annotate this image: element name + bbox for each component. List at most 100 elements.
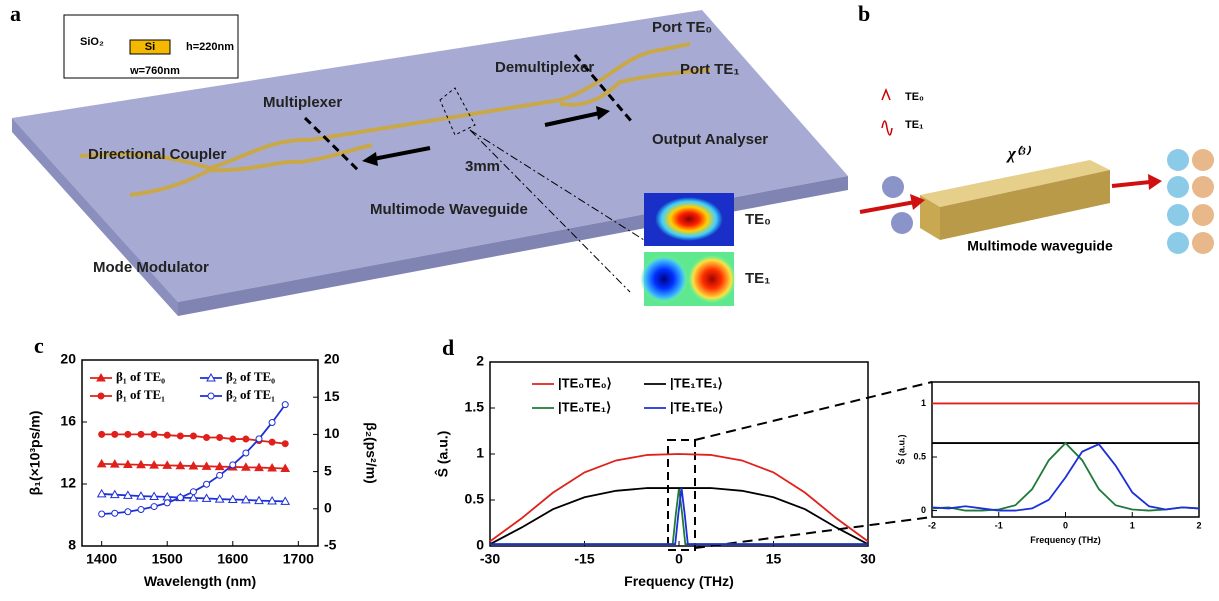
legend-label: |TE₁TE₁⟩: [670, 375, 723, 390]
panel-label: d: [442, 335, 454, 360]
x-tick-label: 1: [1130, 520, 1135, 530]
marker: [112, 510, 118, 516]
y-tick-label: 20: [60, 351, 76, 367]
panel-label: c: [34, 333, 44, 358]
x-tick-label: -15: [574, 551, 594, 567]
x-tick-label: -1: [995, 520, 1003, 530]
mode-label: TE₁: [745, 270, 770, 287]
x-tick-label: 2: [1196, 520, 1201, 530]
panel-label: a: [10, 1, 21, 26]
x-tick-label: 1500: [152, 551, 183, 567]
panel-b: b TE₀ TE₁ χ⁽³⁾ Multimode waveguide: [858, 1, 1214, 254]
marker: [204, 435, 210, 441]
nonlinearity: χ⁽³⁾: [1006, 144, 1031, 163]
marker: [217, 435, 223, 441]
marker: [190, 489, 196, 495]
y2-tick-label: -5: [324, 537, 337, 553]
label: Demultiplexer: [495, 59, 594, 76]
x-tick-label: 1700: [283, 551, 314, 567]
caption: Multimode waveguide: [967, 238, 1113, 254]
output-balls: [1167, 149, 1214, 254]
y2-tick-label: 10: [324, 425, 340, 441]
y-tick-label: 1: [476, 445, 484, 461]
y-axis-label: β₁(×10³ps/m): [27, 411, 43, 496]
y-tick-label: 0.5: [465, 491, 485, 507]
marker: [230, 462, 236, 468]
marker: [99, 511, 105, 517]
y2-tick-label: 20: [324, 351, 340, 367]
plot-frame: [932, 382, 1199, 517]
medium: SiO₂: [80, 36, 104, 48]
x-tick-label: 1600: [217, 551, 248, 567]
legend-label: |TE₁TE₀⟩: [670, 399, 723, 414]
panel-label: b: [858, 1, 870, 26]
y-tick-label: 16: [60, 413, 76, 429]
mode-ball: [891, 212, 913, 234]
y-axis-label: Ŝ (a.u.): [896, 434, 907, 464]
width: w=760nm: [129, 65, 180, 77]
marker: [190, 433, 196, 439]
label: Port TE₁: [680, 61, 740, 78]
legend-icon: [882, 90, 890, 100]
series-line: [490, 488, 868, 544]
marker: [164, 500, 170, 506]
legend-label: β₁ of TE₁: [116, 387, 165, 402]
y-tick-label: 12: [60, 475, 76, 491]
y2-tick-label: 0: [324, 500, 332, 516]
input-arrow: [860, 202, 915, 212]
label: Port TE₀: [652, 19, 712, 36]
mode-te0-field: [655, 197, 723, 241]
marker: [217, 472, 223, 478]
marker: [151, 431, 157, 437]
marker: [125, 431, 131, 437]
marker: [112, 431, 118, 437]
output-arrow: [1112, 182, 1150, 186]
core: Si: [145, 41, 155, 53]
label: Directional Coupler: [88, 146, 227, 163]
y2-axis-label: β₂(ps²/m): [363, 422, 379, 483]
marker: [243, 450, 249, 456]
y-tick-label: 8: [68, 537, 76, 553]
legend-label: TE₁: [905, 119, 924, 131]
marker: [138, 431, 144, 437]
series-line: [932, 444, 1199, 510]
marker: [243, 436, 249, 442]
mode-te1-lobe: [688, 255, 736, 303]
marker: [282, 441, 288, 447]
marker: [177, 495, 183, 501]
marker: [282, 402, 288, 408]
marker: [269, 439, 275, 445]
legend-label: |TE₀TE₁⟩: [558, 399, 611, 414]
height: h=220nm: [186, 41, 234, 53]
arrow-head: [1148, 174, 1162, 190]
mode-ball: [882, 176, 904, 198]
y-axis-label: Ŝ (a.u.): [434, 431, 451, 478]
x-tick-label: -2: [928, 520, 936, 530]
y-tick-label: 2: [476, 353, 484, 369]
legend-label: β₂ of TE₁: [226, 387, 275, 402]
legend-label: TE₀: [905, 91, 924, 103]
x-tick-label: 30: [860, 551, 876, 567]
label: Multiplexer: [263, 94, 342, 111]
y2-tick-label: 5: [324, 462, 332, 478]
y-tick-label: 1: [921, 398, 926, 408]
legend-marker: [98, 393, 104, 399]
marker: [164, 432, 170, 438]
y-tick-label: 0.5: [913, 451, 926, 461]
marker: [177, 433, 183, 439]
label: Mode Modulator: [93, 259, 209, 276]
marker: [204, 481, 210, 487]
legend-icon: [882, 121, 892, 135]
legend-marker: [208, 393, 214, 399]
y2-tick-label: 15: [324, 388, 340, 404]
marker: [125, 509, 131, 515]
legend-label: β₁ of TE₀: [116, 369, 165, 384]
marker: [230, 436, 236, 442]
marker: [256, 436, 262, 442]
label: Output Analyser: [652, 131, 768, 148]
x-axis-label: Wavelength (nm): [144, 573, 256, 589]
legend-label: |TE₀TE₀⟩: [558, 375, 612, 390]
mode-te1-lobe: [640, 255, 688, 303]
x-tick-label: -30: [480, 551, 500, 567]
x-tick-label: 0: [1063, 520, 1068, 530]
